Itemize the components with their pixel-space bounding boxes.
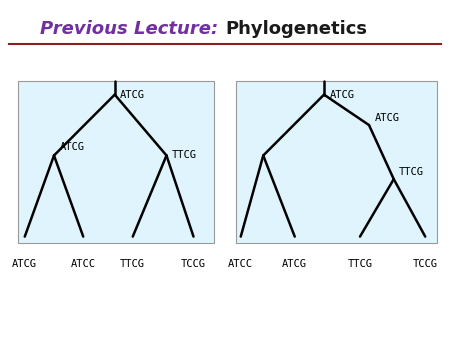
Text: ATCG: ATCG [59, 142, 85, 152]
Text: ATCG: ATCG [329, 90, 355, 100]
Text: ATCG: ATCG [12, 259, 37, 269]
Text: Phylogenetics: Phylogenetics [225, 20, 367, 38]
Text: ATCG: ATCG [120, 90, 145, 100]
Text: ATCG: ATCG [282, 259, 307, 269]
Text: TCCG: TCCG [181, 259, 206, 269]
Text: TTCG: TTCG [347, 259, 373, 269]
Text: ATCC: ATCC [71, 259, 96, 269]
Bar [18, 81, 214, 243]
Text: TCCG: TCCG [413, 259, 438, 269]
Text: TTCG: TTCG [172, 150, 197, 161]
Text: TTCG: TTCG [120, 259, 145, 269]
Text: ATCG: ATCG [374, 113, 400, 123]
Bar [236, 81, 436, 243]
Text: Previous Lecture:: Previous Lecture: [40, 20, 225, 38]
Text: ATCC: ATCC [228, 259, 253, 269]
Text: TTCG: TTCG [399, 167, 424, 177]
